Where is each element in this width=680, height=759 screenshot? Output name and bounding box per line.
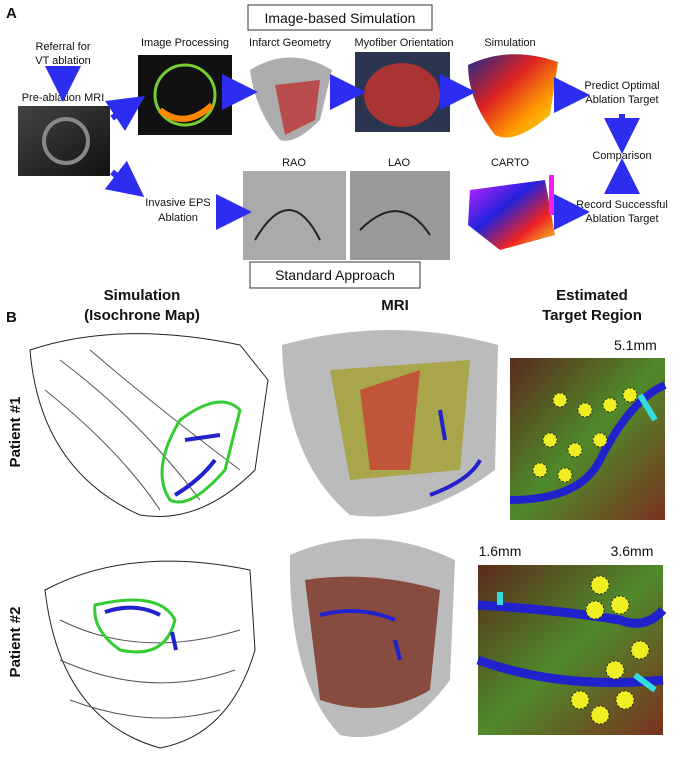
ablation-points (570, 575, 650, 725)
column-header: Target Region (542, 307, 642, 324)
simulation-image (468, 54, 558, 138)
processing-image (153, 63, 217, 127)
processing-image (138, 55, 232, 135)
view-label: CARTO (491, 157, 530, 169)
record-line: Ablation Target (585, 213, 658, 225)
ablation-point (615, 690, 635, 710)
section-title: Image-based Simulation (265, 10, 416, 26)
distance-label: 1.6mm (479, 543, 522, 559)
distance-bar (633, 672, 657, 693)
catheter (254, 209, 431, 241)
step-label: Myofiber Orientation (354, 37, 453, 49)
ablation-point (590, 705, 610, 725)
panel-label: B (6, 309, 17, 326)
column-header: MRI (381, 297, 409, 314)
record-line: Record Successful (576, 199, 668, 211)
row-label: Patient #2 (7, 607, 24, 678)
ablation-point (602, 397, 618, 413)
step-label: Simulation (484, 37, 535, 49)
mri-image (18, 106, 110, 176)
isochrone-lines (44, 349, 241, 511)
lao-image (350, 171, 450, 260)
invasive-line: Invasive EPS (145, 197, 210, 209)
isochrone-map (29, 333, 269, 518)
comparison-label: Comparison (592, 150, 651, 162)
carto-scale (549, 175, 554, 215)
scar-line (104, 605, 178, 651)
ablation-point (592, 432, 608, 448)
ablation-point (557, 467, 573, 483)
step-label: Image Processing (141, 37, 229, 49)
title-box (247, 4, 433, 31)
referral-line: Referral for (35, 41, 90, 53)
isochrone-map (44, 560, 256, 749)
flow-arrows (45, 66, 640, 230)
ablation-point (590, 575, 610, 595)
ablation-point (610, 595, 630, 615)
ablation-points (532, 387, 638, 483)
referral-line: VT ablation (35, 55, 90, 67)
invasive-line: Ablation (158, 212, 198, 224)
target-outline (160, 400, 242, 504)
view-label: LAO (388, 157, 410, 169)
fiber-image (364, 63, 440, 127)
ablation-point (552, 392, 568, 408)
ablation-point (585, 600, 605, 620)
distance-bar (637, 393, 658, 422)
standard-box (249, 261, 421, 289)
scar-line (429, 409, 482, 497)
isochrone-lines (59, 619, 241, 719)
distance-label: 5.1mm (614, 337, 657, 353)
geometry-image (275, 80, 320, 135)
scar-line (476, 600, 667, 687)
carto-image (468, 180, 555, 250)
view-label: RAO (282, 157, 306, 169)
ablation-point (567, 442, 583, 458)
predict-line: Predict Optimal (584, 80, 659, 92)
ablation-point (605, 660, 625, 680)
ablation-point (622, 387, 638, 403)
ablation-point (532, 462, 548, 478)
mri-label: Pre-ablation MRI (22, 92, 105, 104)
step-label: Infarct Geometry (249, 37, 331, 49)
ablation-point (577, 402, 593, 418)
ablation-point (542, 432, 558, 448)
distance-label: 3.6mm (611, 543, 654, 559)
panel-label: A (6, 5, 17, 22)
column-header: Simulation (104, 287, 181, 304)
mri-scar (305, 576, 440, 708)
predict-line: Ablation Target (585, 94, 658, 106)
column-header: (Isochrone Map) (84, 307, 200, 324)
rao-image (243, 171, 346, 260)
scar-line (173, 433, 221, 497)
section-title: Standard Approach (275, 267, 395, 283)
mri-scar (360, 370, 420, 470)
target-image (510, 358, 665, 520)
target-outline (93, 598, 177, 654)
scar-line (319, 609, 402, 661)
ablation-point (570, 690, 590, 710)
arrow (104, 160, 145, 198)
arrow (105, 96, 145, 131)
column-header: Estimated (556, 287, 628, 304)
mri-image (42, 117, 90, 165)
processing-image (158, 102, 215, 122)
row-label: Patient #1 (7, 397, 24, 468)
ablation-point (630, 640, 650, 660)
